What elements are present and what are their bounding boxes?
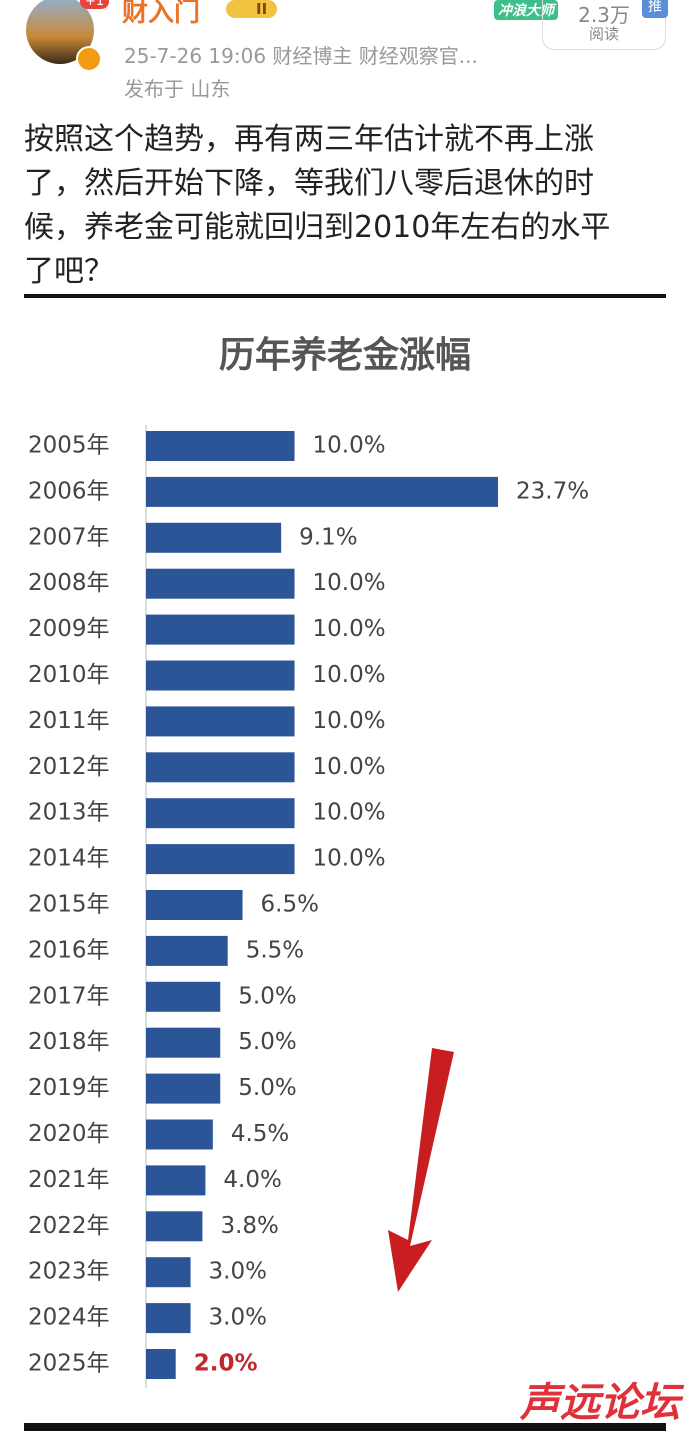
category-label: 2016年 bbox=[28, 937, 110, 963]
value-label: 5.0% bbox=[238, 983, 296, 1009]
category-label: 2025年 bbox=[28, 1351, 110, 1377]
watermark: 声远论坛 bbox=[519, 1380, 685, 1426]
bar bbox=[146, 706, 295, 737]
value-label: 5.0% bbox=[238, 1075, 296, 1101]
bar bbox=[146, 568, 295, 599]
read-label: 阅读 bbox=[588, 25, 619, 43]
value-label: 10.0% bbox=[313, 846, 386, 872]
value-label: 5.5% bbox=[246, 937, 304, 963]
value-label: 3.8% bbox=[220, 1213, 278, 1239]
verified-icon bbox=[76, 46, 102, 72]
category-label: 2014年 bbox=[28, 846, 110, 872]
value-label: 9.1% bbox=[299, 524, 357, 550]
bar bbox=[146, 844, 295, 875]
location: 发布于 山东 bbox=[124, 77, 231, 101]
category-label: 2011年 bbox=[28, 708, 110, 734]
bar bbox=[146, 1027, 221, 1058]
bar bbox=[146, 1349, 176, 1379]
category-label: 2010年 bbox=[28, 662, 110, 688]
post-line: 候，养老金可能就回归到2010年左右的水平 bbox=[24, 210, 611, 245]
category-label: 2017年 bbox=[28, 983, 110, 1009]
bar bbox=[146, 1119, 213, 1150]
bar bbox=[146, 981, 221, 1012]
badge-count: +1 bbox=[80, 0, 110, 9]
post-line: 了，然后开始下降，等我们八零后退休的时 bbox=[24, 166, 594, 201]
read-count: 2.3万 bbox=[578, 3, 630, 27]
promo-badge: 推 bbox=[642, 0, 668, 18]
category-label: 2019年 bbox=[28, 1075, 110, 1101]
value-label: 10.0% bbox=[313, 433, 386, 459]
value-label: 4.0% bbox=[223, 1167, 281, 1193]
value-label: 23.7% bbox=[516, 478, 589, 504]
bar bbox=[146, 1211, 203, 1242]
bar bbox=[146, 798, 295, 829]
category-label: 2018年 bbox=[28, 1029, 110, 1055]
value-label: 2.0% bbox=[194, 1351, 258, 1377]
bar bbox=[146, 431, 295, 461]
post-line: 按照这个趋势，再有两三年估计就不再上涨 bbox=[24, 122, 594, 157]
value-label: 3.0% bbox=[209, 1305, 267, 1331]
value-label: 10.0% bbox=[313, 708, 386, 734]
value-label: 10.0% bbox=[313, 800, 386, 826]
category-label: 2008年 bbox=[28, 570, 110, 596]
category-label: 2013年 bbox=[28, 800, 110, 826]
divider bbox=[24, 1423, 666, 1431]
category-label: 2009年 bbox=[28, 616, 110, 642]
level-badge: II bbox=[226, 0, 278, 18]
bar bbox=[146, 1257, 191, 1288]
category-label: 2007年 bbox=[28, 524, 110, 550]
bar bbox=[146, 890, 243, 920]
category-label: 2023年 bbox=[28, 1259, 110, 1285]
post-meta: 25-7-26 19:06 财经博主 财经观察官... bbox=[124, 44, 478, 68]
value-label: 4.5% bbox=[231, 1121, 289, 1147]
bar bbox=[146, 614, 295, 645]
category-label: 2024年 bbox=[28, 1305, 110, 1331]
bar bbox=[146, 935, 228, 966]
value-label: 10.0% bbox=[313, 754, 386, 780]
value-label: 5.0% bbox=[238, 1029, 296, 1055]
bar bbox=[146, 660, 295, 691]
bar bbox=[146, 752, 295, 783]
category-label: 2020年 bbox=[28, 1121, 110, 1147]
post-line: 了吧？ bbox=[24, 254, 114, 289]
value-label: 6.5% bbox=[261, 892, 319, 918]
value-label: 10.0% bbox=[313, 570, 386, 596]
read-count-box[interactable]: 2.3万 阅读 bbox=[542, 0, 666, 50]
value-label: 3.0% bbox=[209, 1259, 267, 1285]
category-label: 2021年 bbox=[28, 1167, 110, 1193]
value-label: 10.0% bbox=[313, 616, 386, 642]
category-label: 2015年 bbox=[28, 892, 110, 918]
bar bbox=[146, 476, 498, 507]
value-label: 10.0% bbox=[313, 662, 386, 688]
category-label: 2006年 bbox=[28, 478, 110, 504]
category-label: 2012年 bbox=[28, 754, 110, 780]
category-label: 2022年 bbox=[28, 1213, 110, 1239]
bar bbox=[146, 1165, 206, 1196]
category-label: 2005年 bbox=[28, 433, 110, 459]
bar bbox=[146, 522, 282, 553]
bar bbox=[146, 1073, 221, 1104]
divider bbox=[24, 294, 666, 298]
post-text: 按照这个趋势，再有两三年估计就不再上涨 了，然后开始下降，等我们八零后退休的时 候，… bbox=[24, 118, 610, 294]
chart-title: 历年养老金涨幅 bbox=[219, 334, 471, 376]
bar bbox=[146, 1303, 191, 1334]
arrow bbox=[388, 1048, 454, 1292]
author-name[interactable]: 财入门 bbox=[122, 0, 201, 28]
